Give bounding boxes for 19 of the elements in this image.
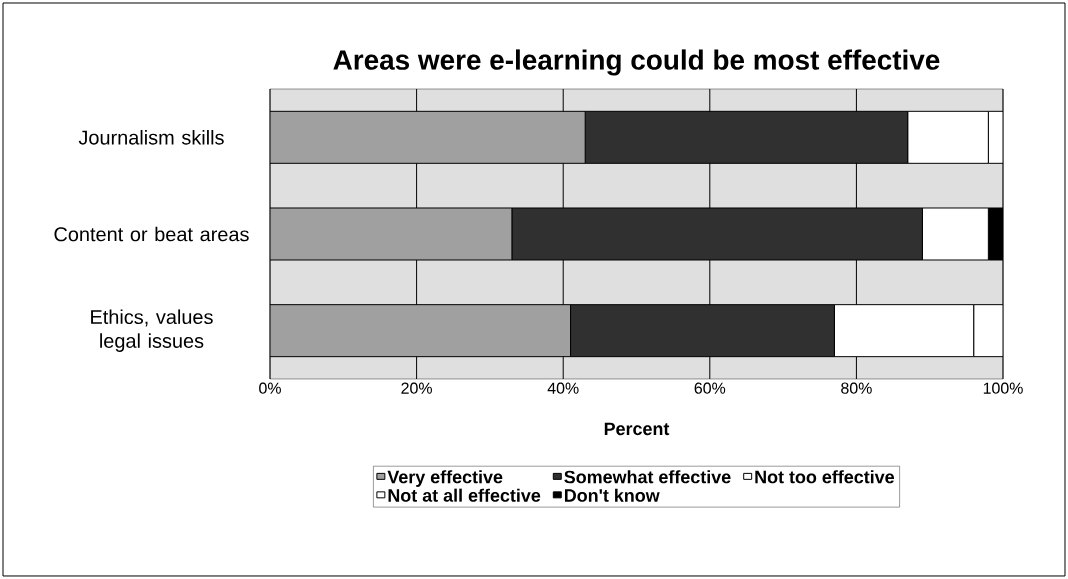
x-tick-label: 40% (547, 382, 579, 394)
bar (270, 110, 586, 164)
x-tick-label: 100% (983, 382, 1023, 394)
chart-title: Areas were e-learning could be most effective (333, 49, 940, 76)
bar (270, 304, 572, 358)
y-tick-label: Journalism skills (78, 130, 224, 145)
legend-label: Very effective (387, 470, 503, 487)
x-tick-label: 0% (259, 382, 281, 394)
x-tick-label: 60% (694, 382, 726, 394)
bar (270, 207, 513, 261)
legend-label: Not at all effective (388, 488, 541, 502)
legend-label: Somewhat effective (564, 470, 731, 484)
legend-label: Not too effective (755, 470, 895, 484)
y-tick-label: Content or beat areas (54, 226, 249, 242)
x-tick-label: 80% (841, 382, 872, 394)
x-tick-label: 20% (401, 382, 432, 394)
legend-label: Don't know (564, 488, 660, 502)
x-axis-title: Percent (604, 422, 670, 436)
y-tick-label: Ethics, values legal issues (91, 309, 213, 352)
